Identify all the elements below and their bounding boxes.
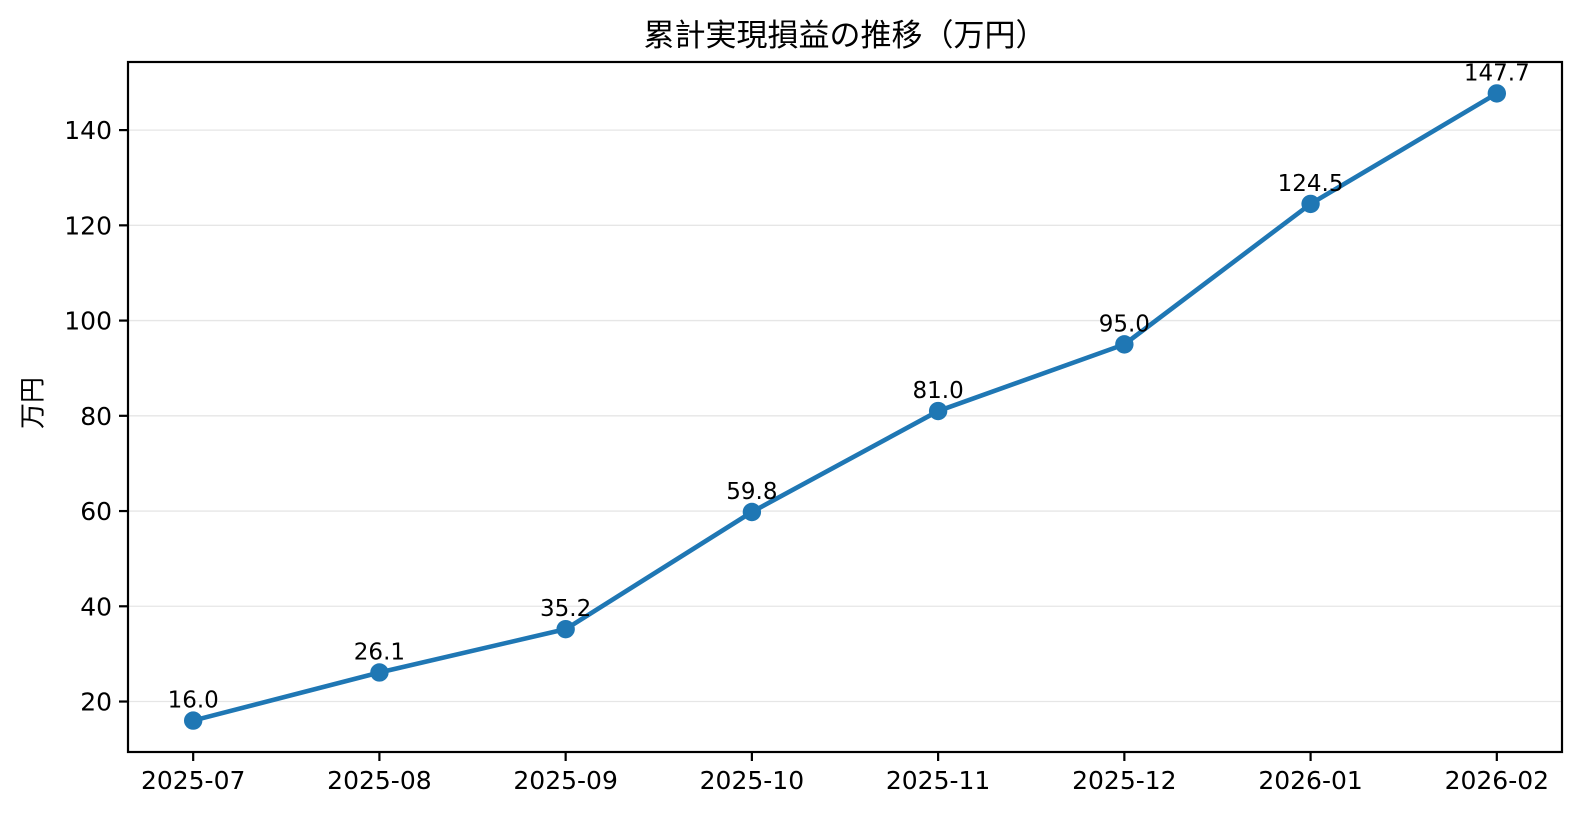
y-tick-label: 60: [80, 497, 112, 526]
data-point-label: 59.8: [726, 479, 777, 505]
data-point-marker: [183, 711, 203, 730]
data-point-marker: [556, 619, 575, 639]
data-point-marker: [928, 401, 948, 421]
x-tick-label: 2025-12: [1072, 766, 1176, 795]
y-tick-label: 140: [64, 116, 112, 145]
x-tick-label: 2025-11: [886, 766, 990, 795]
x-tick-label: 2026-01: [1258, 766, 1362, 795]
data-point-marker: [742, 502, 762, 522]
data-point-marker: [1115, 335, 1134, 354]
data-point-label: 35.2: [540, 596, 591, 622]
y-tick-label: 20: [80, 688, 112, 717]
y-tick-label: 120: [64, 211, 112, 240]
x-tick-label: 2025-09: [513, 766, 617, 795]
data-point-label: 81.0: [913, 378, 964, 404]
data-point-label: 124.5: [1278, 171, 1344, 197]
x-tick-label: 2025-08: [327, 766, 431, 795]
data-line: [190, 91, 1500, 723]
data-point-marker: [370, 663, 389, 682]
y-tick-label: 40: [80, 592, 112, 621]
x-tick-label: 2025-07: [141, 766, 245, 795]
plot-border: [126, 60, 1564, 754]
x-tick-label: 2026-02: [1445, 766, 1549, 795]
data-point-marker: [1487, 84, 1507, 103]
data-point-label: 26.1: [354, 639, 405, 665]
data-point-label: 147.7: [1464, 60, 1530, 86]
y-axis-label: 万円: [18, 376, 49, 430]
data-point-label: 16.0: [168, 688, 219, 714]
x-tick-label: 2025-10: [700, 766, 804, 795]
y-tick-label: 80: [80, 402, 112, 431]
data-point-label: 95.0: [1099, 311, 1150, 337]
data-point-marker: [1301, 194, 1320, 214]
chart-title: 累計実現損益の推移（万円）: [643, 18, 1047, 54]
y-tick-label: 100: [64, 307, 112, 336]
